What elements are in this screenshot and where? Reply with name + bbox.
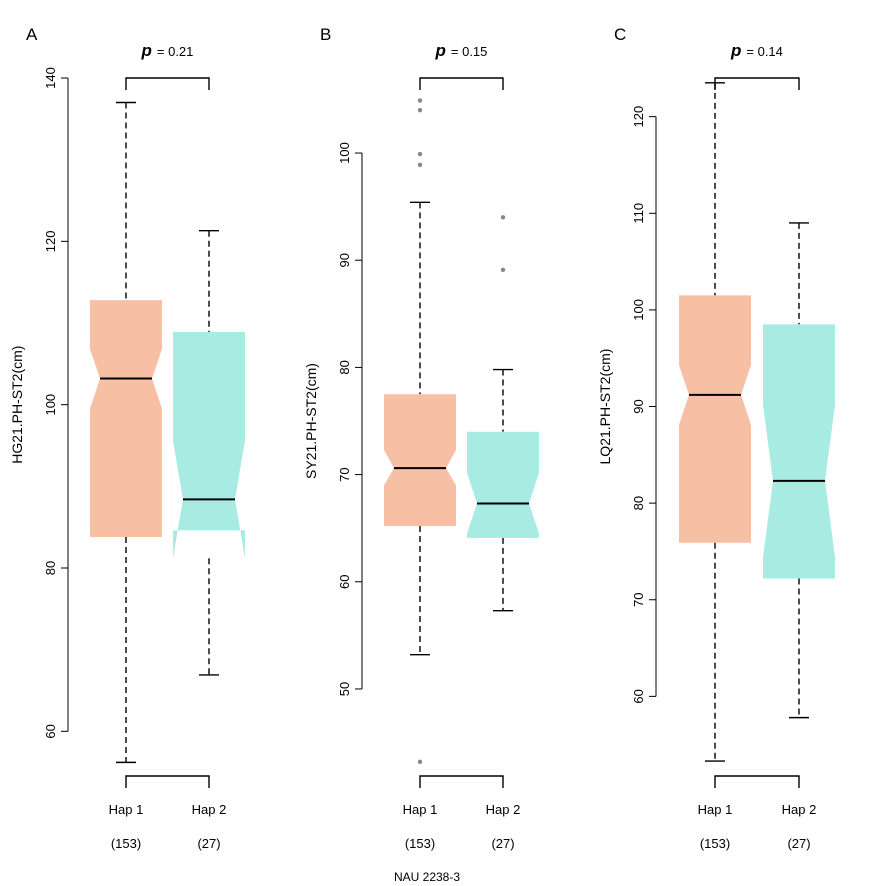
outlier-point (500, 215, 506, 220)
box-hap-2 (763, 222, 835, 719)
panel-b: B 50 60 70 80 90 100 SY21.PH-ST2(cm) Hap 1 (153) H… (303, 25, 539, 851)
box-hap-1 (90, 101, 162, 764)
box-hap-2 (467, 215, 539, 612)
significance-bracket (419, 77, 504, 90)
y-axis-label: SY21.PH-ST2(cm) (303, 363, 319, 479)
category-label: Hap 2 (782, 802, 817, 817)
outlier-point (417, 98, 423, 103)
y-tick-label: 100 (337, 142, 352, 164)
p-value-label: p = 0.21 (141, 41, 194, 60)
x-axis-bracket (714, 775, 800, 788)
figure-footer: NAU 2238-3 (394, 870, 460, 884)
y-tick-label: 140 (43, 67, 58, 89)
panel-letter: C (614, 25, 626, 44)
y-tick-label: 110 (631, 203, 646, 224)
category-label: Hap 1 (403, 802, 438, 817)
y-tick-label: 70 (631, 593, 646, 607)
outlier-point (500, 267, 506, 273)
category-label: Hap 1 (109, 802, 144, 817)
box-hap-1 (384, 98, 456, 765)
outlier-point (417, 107, 423, 113)
y-tick-label: 120 (43, 230, 58, 252)
y-axis-label: HG21.PH-ST2(cm) (9, 346, 25, 464)
panel-c: C 60 70 80 90 100 110 120 LQ21.PH-ST2(cm) Hap 1 (1… (597, 25, 835, 851)
y-tick-label: 80 (43, 561, 58, 575)
outlier-point (417, 162, 423, 168)
outlier-point (417, 759, 423, 765)
panel-letter: B (320, 25, 331, 44)
panel-letter: A (26, 25, 38, 44)
p-value-label: p = 0.15 (435, 41, 488, 60)
y-tick-label: 100 (43, 394, 58, 416)
category-label: Hap 2 (486, 802, 521, 817)
box-hap-2 (173, 230, 245, 676)
x-axis-bracket (125, 775, 210, 788)
count-label: (153) (700, 836, 730, 851)
notched-box (763, 324, 835, 579)
x-axis-bracket (419, 775, 504, 788)
y-tick-label: 80 (337, 360, 352, 374)
y-tick-label: 60 (43, 724, 58, 738)
notched-box (90, 300, 162, 537)
count-label: (27) (197, 836, 220, 851)
box-hap-1 (679, 82, 751, 762)
p-value-label: p = 0.14 (730, 41, 783, 60)
count-label: (27) (491, 836, 514, 851)
y-tick-label: 60 (631, 689, 646, 703)
count-label: (27) (787, 836, 810, 851)
count-label: (153) (111, 836, 141, 851)
y-tick-label: 100 (631, 299, 646, 321)
notched-box (173, 331, 245, 559)
notched-box (384, 394, 456, 527)
y-tick-label: 70 (337, 467, 352, 481)
y-tick-label: 50 (337, 682, 352, 696)
y-tick-label: 60 (337, 575, 352, 589)
y-tick-label: 90 (631, 399, 646, 413)
notched-box (679, 295, 751, 543)
y-axis-label: LQ21.PH-ST2(cm) (597, 349, 613, 465)
significance-bracket (125, 77, 210, 90)
y-tick-label: 120 (631, 106, 646, 128)
significance-bracket (714, 77, 800, 90)
panel-a: A 60 80 100 120 140 HG21.PH-ST2(cm) Hap 1 (153) H… (9, 25, 245, 851)
outlier-point (417, 151, 423, 157)
category-label: Hap 2 (192, 802, 227, 817)
notched-box (467, 431, 539, 538)
y-tick-label: 90 (337, 253, 352, 267)
y-tick-label: 80 (631, 496, 646, 510)
count-label: (153) (405, 836, 435, 851)
category-label: Hap 1 (698, 802, 733, 817)
